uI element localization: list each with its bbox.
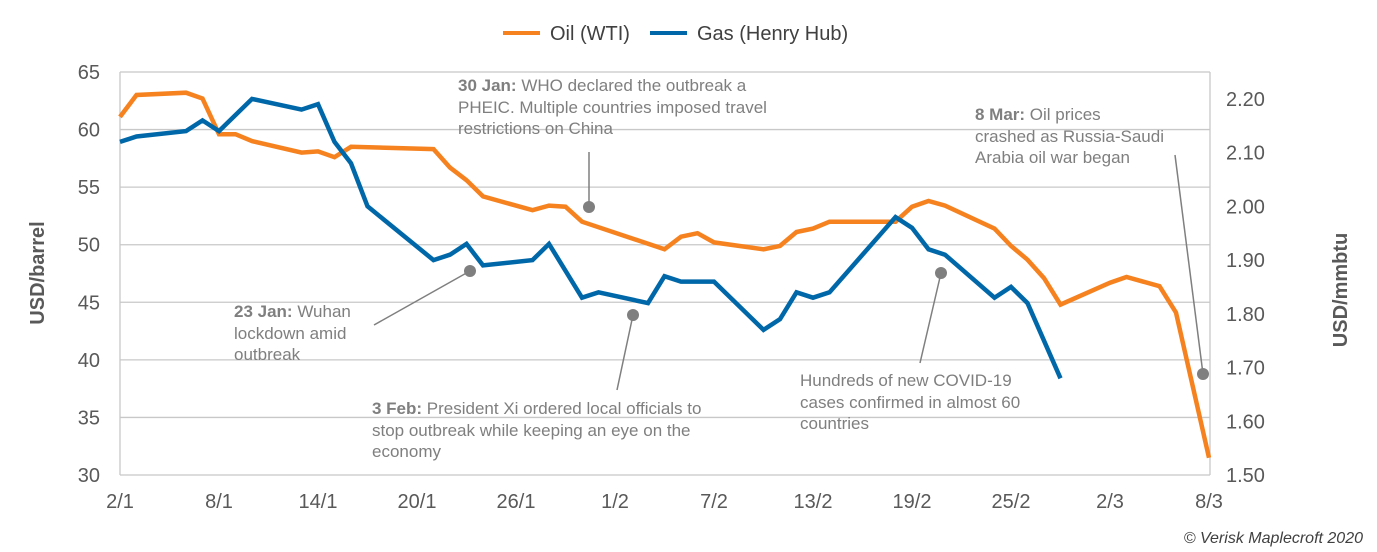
y-right-tick-label: 1.60 xyxy=(1226,411,1265,433)
y-left-tick-label: 65 xyxy=(78,62,100,84)
x-tick-label: 8/1 xyxy=(205,491,233,513)
annotation-30-jan: 30 Jan: WHO declared the outbreak a PHEI… xyxy=(458,76,767,138)
annotation-dots xyxy=(464,201,1209,380)
y-right-tick-label: 1.70 xyxy=(1226,358,1265,380)
annotation-dot-8-mar xyxy=(1197,368,1209,380)
x-tick-label: 7/2 xyxy=(700,491,728,513)
x-tick-label: 20/1 xyxy=(398,491,437,513)
annotation-dot-30-jan xyxy=(583,201,595,213)
annotation-leader-3-feb xyxy=(616,314,634,391)
annotation-dot-23-jan xyxy=(464,265,476,277)
y-right-ticks: 1.50 1.60 1.70 1.80 1.90 2.00 2.10 2.20 xyxy=(1226,89,1265,487)
y-right-tick-label: 2.10 xyxy=(1226,143,1265,165)
annotation-3-feb: 3 Feb: President Xi ordered local offici… xyxy=(372,399,702,461)
series-line-gas xyxy=(119,96,1063,380)
y-left-tick-label: 55 xyxy=(78,177,100,199)
legend-oil-label: Oil (WTI) xyxy=(550,23,630,45)
annotation-leader-23-jan xyxy=(373,270,471,326)
annotation-leader-covid-cases xyxy=(919,272,942,364)
y-left-tick-label: 50 xyxy=(78,235,100,257)
y-left-tick-label: 40 xyxy=(78,350,100,372)
x-tick-label: 1/2 xyxy=(601,491,629,513)
x-tick-label: 2/1 xyxy=(106,491,134,513)
y-left-ticks: 30 35 40 45 50 55 60 65 xyxy=(78,62,100,487)
annotation-dot-3-feb xyxy=(627,309,639,321)
y-left-tick-label: 45 xyxy=(78,292,100,314)
annotation-leaders xyxy=(373,152,1204,391)
y-right-tick-label: 2.20 xyxy=(1226,89,1265,111)
annotation-23-jan: 23 Jan: Wuhan lockdown amid outbreak xyxy=(234,302,351,364)
annotation-leader-8-mar xyxy=(1174,154,1204,375)
y-left-tick-label: 30 xyxy=(78,465,100,487)
y-right-tick-label: 1.80 xyxy=(1226,304,1265,326)
y-left-tick-label: 60 xyxy=(78,120,100,142)
series-lines xyxy=(118,90,1212,459)
y-right-tick-label: 2.00 xyxy=(1226,196,1265,218)
x-tick-label: 19/2 xyxy=(893,491,932,513)
copyright: © Verisk Maplecroft 2020 xyxy=(1183,530,1363,547)
annotation-8-mar: 8 Mar: Oil prices crashed as Russia-Saud… xyxy=(975,105,1164,167)
y-left-axis-title: USD/barrel xyxy=(27,221,49,324)
annotation-covid-cases: Hundreds of new COVID-19 cases confirmed… xyxy=(800,371,1021,433)
y-right-axis-title: USD/mmbtu xyxy=(1330,233,1352,347)
legend-gas-label: Gas (Henry Hub) xyxy=(697,23,848,45)
x-tick-label: 8/3 xyxy=(1195,491,1223,513)
legend: Oil (WTI) Gas (Henry Hub) xyxy=(503,23,848,45)
x-tick-label: 25/2 xyxy=(992,491,1031,513)
y-left-tick-label: 35 xyxy=(78,407,100,429)
annotation-dot-covid-cases xyxy=(935,267,947,279)
x-tick-label: 14/1 xyxy=(299,491,338,513)
x-tick-label: 26/1 xyxy=(497,491,536,513)
x-tick-label: 2/3 xyxy=(1096,491,1124,513)
series-line-oil xyxy=(118,90,1212,459)
y-right-tick-label: 1.50 xyxy=(1226,465,1265,487)
gridlines xyxy=(119,71,1211,476)
x-axis-ticks: 2/1 8/1 14/1 20/1 26/1 1/2 7/2 13/2 19/2 25/2 2/3 8… xyxy=(106,491,1223,513)
y-right-tick-label: 1.90 xyxy=(1226,250,1265,272)
x-tick-label: 13/2 xyxy=(794,491,833,513)
